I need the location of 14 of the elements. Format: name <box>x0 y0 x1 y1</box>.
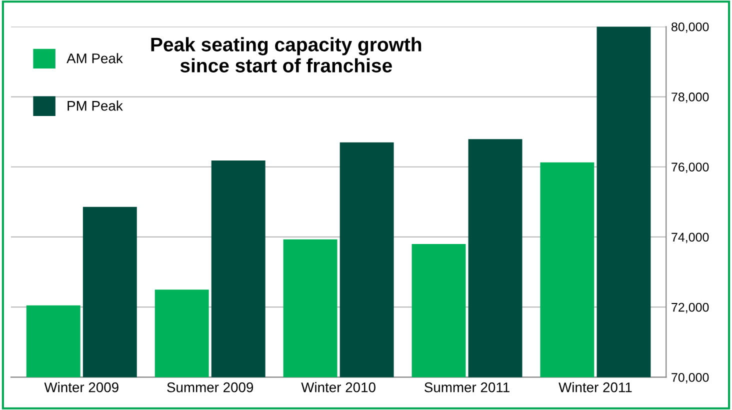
x-tick-label: Winter 2011 <box>558 382 632 392</box>
text: Peak seating capacity growth since start of franchise <box>151 37 422 72</box>
y-tick-label: 72,000 <box>672 302 709 314</box>
y-tick-label: 76,000 <box>672 162 709 173</box>
legend-label: PM Peak <box>68 100 123 111</box>
x-tick-label: Summer 2011 <box>424 382 510 392</box>
legend-label: AM Peak <box>66 53 123 64</box>
y-tick-label: 74,000 <box>672 232 709 244</box>
y-tick-label: 78,000 <box>672 92 709 103</box>
y-tick-label: 70,000 <box>672 373 709 384</box>
x-tick-label: Winter 2010 <box>301 382 376 392</box>
y-tick-label: 80,000 <box>672 22 709 33</box>
x-tick-label: Winter 2009 <box>44 382 118 392</box>
x-tick-label: Summer 2009 <box>167 382 254 392</box>
